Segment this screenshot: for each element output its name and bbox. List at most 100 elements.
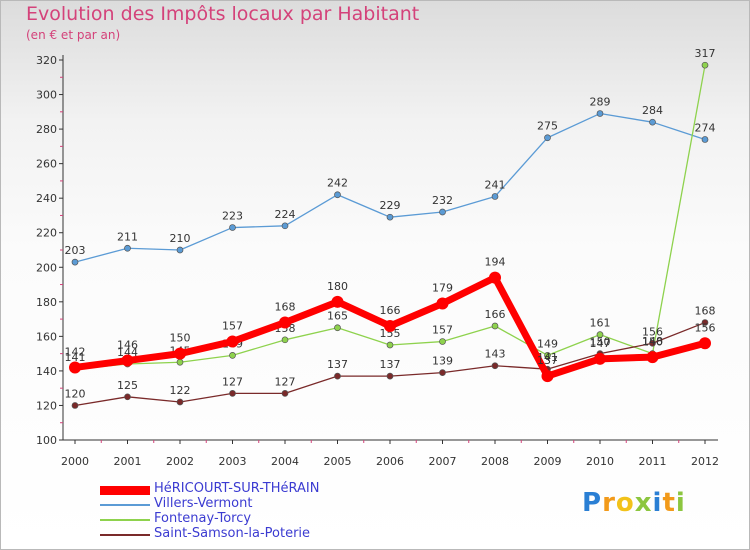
data-point-villers-vermont [124,244,131,252]
data-point-villers-vermont [649,118,656,126]
data-label-h-ricourt-sur-th-rain: 142 [65,345,86,358]
data-point-fontenay-torcy [281,336,289,344]
x-tick-label: 2007 [429,455,457,468]
data-label-villers-vermont: 289 [590,96,611,109]
data-point-saint-samson-la-poterie [386,372,394,380]
data-point-villers-vermont [596,110,604,117]
data-point-saint-samson-la-poterie [229,390,236,397]
data-point-fontenay-torcy [701,61,709,69]
data-label-villers-vermont: 211 [117,230,138,243]
data-point-villers-vermont [439,208,446,216]
data-point-saint-samson-la-poterie [334,372,341,380]
data-label-villers-vermont: 229 [380,199,401,212]
y-tick-label: 220 [36,227,57,240]
data-label-fontenay-torcy: 317 [695,47,716,60]
y-tick-label: 140 [36,365,57,378]
data-label-villers-vermont: 242 [327,177,348,190]
data-point-saint-samson-la-poterie [439,369,446,376]
x-tick-label: 2005 [324,455,352,468]
data-label-saint-samson-la-poterie: 168 [695,305,716,318]
logo-letter: r [602,488,616,518]
logo-letter: o [615,488,635,518]
x-tick-label: 2009 [534,455,562,468]
y-tick-label: 100 [36,434,57,447]
proxiti-logo: Proxiti [582,488,686,518]
logo-letter: i [675,488,686,518]
data-label-saint-samson-la-poterie: 150 [590,336,611,349]
x-tick-label: 2010 [586,455,614,468]
legend-label: Villers-Vermont [154,496,253,511]
data-point-saint-samson-la-poterie [281,390,289,397]
x-tick-label: 2011 [639,455,667,468]
data-point-fontenay-torcy [229,352,236,359]
legend-swatch [100,519,150,521]
data-point-fontenay-torcy [596,331,604,338]
data-label-saint-samson-la-poterie: 143 [485,348,506,361]
x-tick-label: 2001 [114,455,142,468]
y-tick-label: 240 [36,192,57,205]
data-point-h-ricourt-sur-th-rain [331,295,344,308]
data-label-villers-vermont: 241 [485,178,506,191]
chart-subtitle: (en € et par an) [26,28,121,42]
data-label-fontenay-torcy: 141 [65,351,86,364]
data-point-villers-vermont [176,246,184,254]
data-label-saint-samson-la-poterie: 127 [222,375,243,388]
data-label-villers-vermont: 284 [642,104,663,117]
data-label-h-ricourt-sur-th-rain: 180 [327,280,348,293]
data-label-saint-samson-la-poterie: 137 [327,358,348,371]
y-tick-label: 160 [36,330,57,343]
data-point-villers-vermont [334,191,341,199]
legend-swatch [100,534,150,536]
data-point-villers-vermont [544,134,551,142]
y-tick-label: 320 [36,54,57,67]
data-point-fontenay-torcy [386,341,394,349]
x-tick-label: 2003 [219,455,247,468]
data-label-fontenay-torcy: 155 [380,327,401,340]
data-label-saint-samson-la-poterie: 125 [117,379,138,392]
y-tick-label: 180 [36,296,57,309]
data-label-villers-vermont: 203 [65,244,86,257]
legend-label: Saint-Samson-la-Poterie [154,526,311,541]
data-point-villers-vermont [701,136,709,143]
x-tick-label: 2002 [166,455,194,468]
chart-title: Evolution des Impôts locaux par Habitant [26,3,420,25]
data-label-h-ricourt-sur-th-rain: 166 [380,304,401,317]
legend-swatch [100,486,150,495]
data-label-saint-samson-la-poterie: 156 [642,325,663,338]
data-point-h-ricourt-sur-th-rain [436,297,449,310]
data-point-fontenay-torcy [491,322,499,330]
legend-label: Fontenay-Torcy [154,511,252,526]
data-point-villers-vermont [491,193,499,200]
data-point-saint-samson-la-poterie [71,402,79,409]
data-point-h-ricourt-sur-th-rain [121,354,134,367]
data-label-h-ricourt-sur-th-rain: 147 [590,337,611,350]
data-point-h-ricourt-sur-th-rain [541,370,554,383]
data-point-h-ricourt-sur-th-rain [384,320,396,332]
data-point-fontenay-torcy [176,358,184,366]
logo-letter: P [582,488,603,518]
data-label-saint-samson-la-poterie: 120 [65,387,86,400]
data-label-h-ricourt-sur-th-rain: 148 [642,335,663,348]
data-label-fontenay-torcy: 144 [117,346,138,359]
data-label-villers-vermont: 224 [275,208,296,221]
data-point-h-ricourt-sur-th-rain [646,351,659,364]
y-tick-label: 120 [36,399,57,412]
data-label-villers-vermont: 223 [222,210,243,223]
x-tick-label: 2012 [691,455,719,468]
x-tick-label: 2004 [271,455,299,468]
data-point-h-ricourt-sur-th-rain [226,335,239,348]
y-tick-label: 300 [36,89,57,102]
logo-letter: t [662,488,676,518]
data-label-fontenay-torcy: 157 [432,324,453,337]
data-point-saint-samson-la-poterie [701,319,709,326]
data-label-h-ricourt-sur-th-rain: 156 [695,321,716,334]
y-tick-label: 280 [36,123,57,136]
data-label-h-ricourt-sur-th-rain: 157 [222,320,243,333]
data-label-saint-samson-la-poterie: 122 [170,384,191,397]
data-point-villers-vermont [71,258,79,266]
data-label-villers-vermont: 275 [537,120,558,133]
data-point-saint-samson-la-poterie [649,339,656,347]
data-point-h-ricourt-sur-th-rain [279,316,291,329]
